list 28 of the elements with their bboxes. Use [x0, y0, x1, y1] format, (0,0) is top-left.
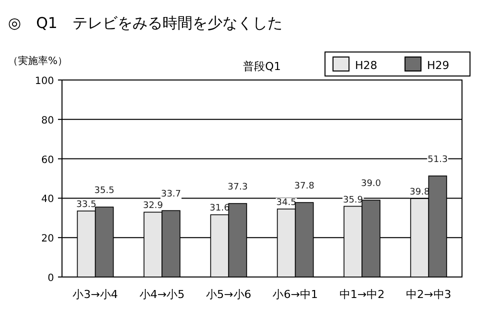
data-label: 35.5: [94, 186, 114, 196]
data-label: 34.5: [276, 198, 296, 208]
x-tick-label: 小4→小5: [139, 288, 185, 301]
x-tick-label: 中1→中2: [339, 288, 385, 301]
data-label: 35.9: [342, 195, 364, 206]
x-tick-label: 小5→小6: [206, 288, 252, 301]
chart-subtitle: 普段Q1: [243, 60, 281, 73]
x-tick-label: 小6→中1: [272, 288, 318, 301]
legend-label: H29: [427, 59, 450, 72]
y-axis-title: （実施率%）: [8, 55, 68, 67]
data-label: 32.9: [142, 201, 164, 212]
data-label: 33.7: [160, 190, 182, 200]
data-label: 37.8: [294, 182, 315, 192]
data-label: 51.3: [428, 154, 448, 165]
chart-title: ◎ Q1 テレビをみる時間を少なくした: [8, 14, 282, 32]
y-tick-label: 100: [34, 76, 54, 87]
y-tick-label: 20: [41, 234, 54, 245]
x-tick-label: 小3→小4: [72, 288, 118, 301]
data-label: 37.3: [228, 182, 248, 193]
y-tick-label: 40: [41, 194, 54, 206]
legend-label: H28: [355, 59, 378, 72]
y-tick-label: 0: [48, 273, 54, 284]
y-tick-label: 60: [41, 154, 54, 166]
y-tick-label: 80: [41, 115, 54, 126]
data-label: 31.6: [210, 204, 230, 214]
data-label: 39.0: [360, 179, 382, 190]
x-tick-label: 中2→中3: [406, 288, 452, 301]
data-label: 33.5: [76, 200, 96, 210]
